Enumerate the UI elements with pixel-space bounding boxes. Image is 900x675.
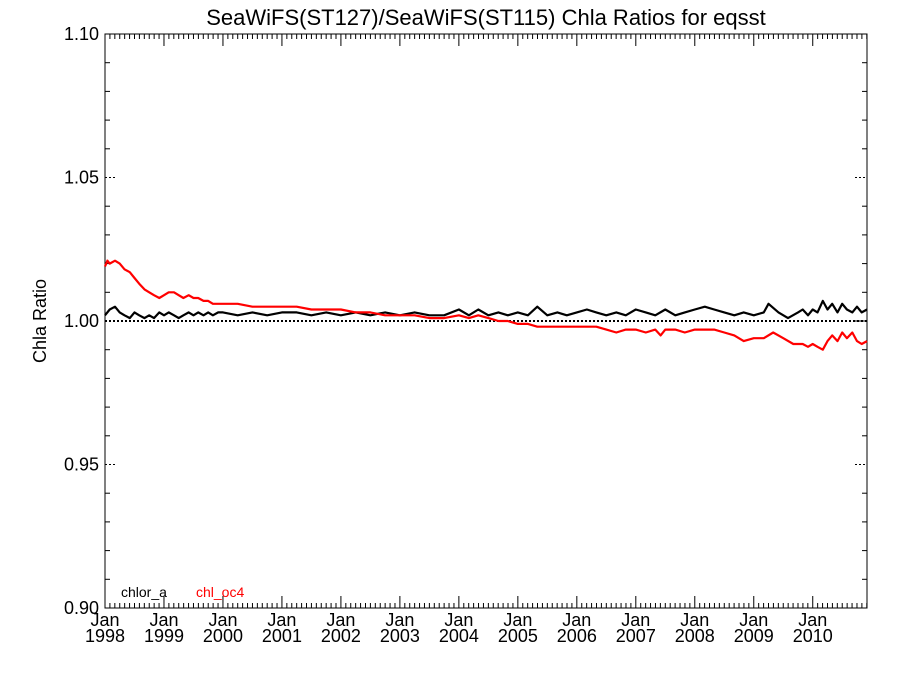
x-tick-label-month: Jan [149, 610, 178, 630]
x-tick-label-year: 2010 [793, 626, 833, 646]
y-tick-label: 1.10 [64, 24, 99, 44]
x-tick-label-month: Jan [267, 610, 296, 630]
x-tick-label-month: Jan [621, 610, 650, 630]
y-tick-label: 0.95 [64, 455, 99, 475]
series-line-chl-oc4 [103, 259, 868, 351]
x-tick-label-year: 2001 [262, 626, 302, 646]
x-tick-label-year: 2003 [380, 626, 420, 646]
x-tick-label-month: Jan [208, 610, 237, 630]
x-tick-label-month: Jan [326, 610, 355, 630]
x-tick-label-month: Jan [503, 610, 532, 630]
x-tick-label-month: Jan [90, 610, 119, 630]
y-tick-group: 0.90 0.95 1.00 1.05 1.10 [64, 24, 867, 618]
x-tick-label-year: 2006 [557, 626, 597, 646]
x-tick-label-year: 1999 [144, 626, 184, 646]
x-tick-label-year: 2000 [203, 626, 243, 646]
x-tick-label-year: 2009 [734, 626, 774, 646]
x-tick-label-year: 1998 [85, 626, 125, 646]
legend-label-chl-oc4: chl_oc4 [196, 584, 244, 600]
x-tick-label-month: Jan [385, 610, 414, 630]
y-axis-label: Chla Ratio [30, 279, 50, 363]
x-tick-label-year: 2002 [321, 626, 361, 646]
x-tick-label-year: 2004 [439, 626, 479, 646]
chart-title: SeaWiFS(ST127)/SeaWiFS(ST115) Chla Ratio… [206, 5, 766, 30]
legend-label-chlor-a: chlor_a [121, 584, 167, 600]
series-line-chlor-a [104, 299, 868, 320]
y-tick-label: 1.00 [64, 311, 99, 331]
x-tick-label-month: Jan [444, 610, 473, 630]
x-tick-label-month: Jan [680, 610, 709, 630]
x-tick-label-month: Jan [562, 610, 591, 630]
y-tick-label: 0.90 [64, 598, 99, 618]
y-tick-label: 1.05 [64, 168, 99, 188]
x-tick-label-month: Jan [739, 610, 768, 630]
x-tick-group: Jan1998Jan1999Jan2000Jan2001Jan2002Jan20… [85, 34, 868, 646]
x-tick-label-month: Jan [798, 610, 827, 630]
x-tick-label-year: 2007 [616, 626, 656, 646]
x-tick-label-year: 2005 [498, 626, 538, 646]
x-tick-label-year: 2008 [675, 626, 715, 646]
series-group [103, 259, 868, 351]
